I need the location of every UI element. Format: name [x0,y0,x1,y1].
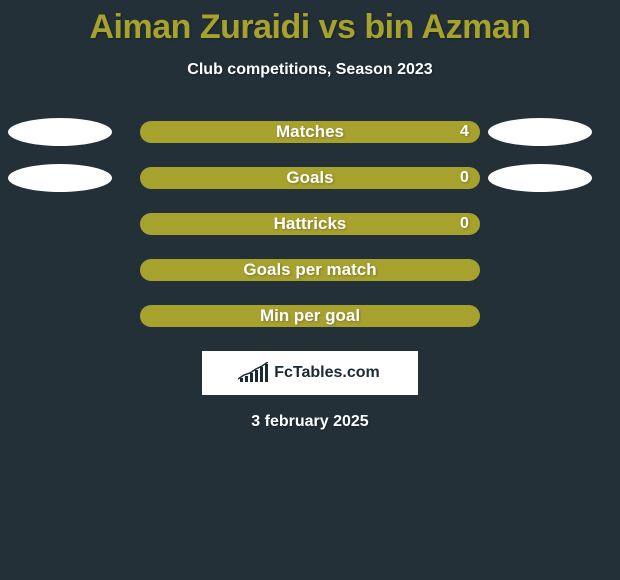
bar-row: Hattricks 0 [0,213,620,235]
marker-right [488,118,592,146]
bar-label: Min per goal [260,306,360,326]
bar-row: Min per goal [0,305,620,327]
date-label: 3 february 2025 [0,413,620,431]
bar-label: Matches [276,122,344,142]
logo-box: FcTables.com [202,351,418,395]
logo-text: FcTables.com [274,364,380,382]
bar-value: 0 [460,169,469,187]
logo-chart-icon [240,364,268,382]
marker-left [8,164,112,192]
subtitle: Club competitions, Season 2023 [0,61,620,79]
marker-left [8,118,112,146]
bar-row: Matches 4 [0,121,620,143]
bar-value: 4 [460,123,469,141]
bar-row: Goals 0 [0,167,620,189]
bar-label: Goals [286,168,333,188]
page-title: Aiman Zuraidi vs bin Azman [0,0,620,47]
marker-right [488,164,592,192]
bar-value: 0 [460,215,469,233]
comparison-infographic: Aiman Zuraidi vs bin Azman Club competit… [0,0,620,580]
logo-line-icon [238,362,268,380]
bar-row: Goals per match [0,259,620,281]
bars-area: Matches 4 Goals 0 Hattricks 0 Goals per match M… [0,121,620,327]
bar-label: Hattricks [274,214,347,234]
bar-label: Goals per match [243,260,376,280]
